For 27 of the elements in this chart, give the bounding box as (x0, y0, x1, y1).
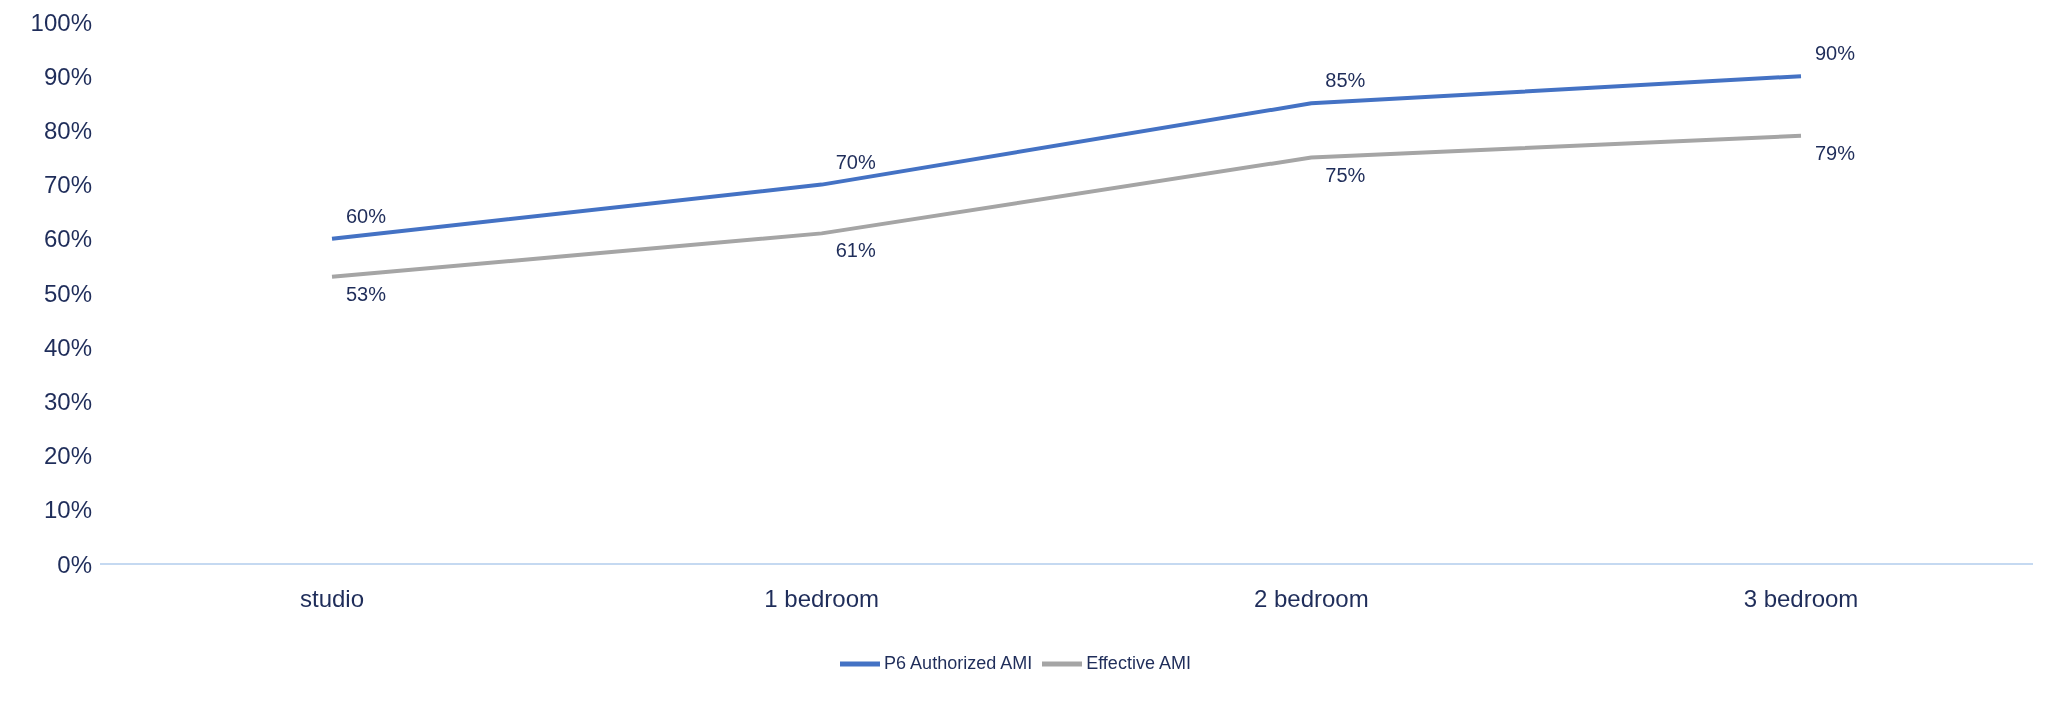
y-tick-label: 70% (43, 171, 92, 199)
data-label: 90% (1815, 42, 1856, 65)
data-label: 70% (835, 150, 876, 173)
y-tick-label: 90% (43, 62, 92, 90)
y-tick-label: 10% (43, 496, 92, 524)
legend-label: Effective AMI (1086, 652, 1191, 673)
y-tick-label: 80% (43, 116, 92, 144)
data-label: 60% (346, 204, 387, 227)
x-tick-label: studio (299, 585, 365, 613)
x-tick-label: 2 bedroom (1253, 585, 1369, 613)
data-label: 61% (835, 239, 876, 262)
line-series (330, 133, 1803, 279)
data-label: 75% (1325, 163, 1366, 186)
y-tick-label: 20% (43, 442, 92, 470)
y-tick-label: 60% (43, 225, 92, 253)
y-tick-label: 40% (43, 333, 92, 361)
data-label: 85% (1325, 69, 1366, 92)
data-label: 53% (346, 282, 387, 305)
data-label: 79% (1815, 141, 1856, 164)
y-tick-label: 50% (43, 279, 92, 307)
x-tick-label: 1 bedroom (764, 585, 880, 613)
y-tick-label: 100% (30, 8, 92, 36)
line-series (330, 74, 1803, 241)
y-tick-label: 0% (57, 550, 92, 578)
legend-label: P6 Authorized AMI (884, 652, 1033, 673)
y-tick-label: 30% (43, 387, 92, 415)
x-tick-label: 3 bedroom (1743, 585, 1859, 613)
